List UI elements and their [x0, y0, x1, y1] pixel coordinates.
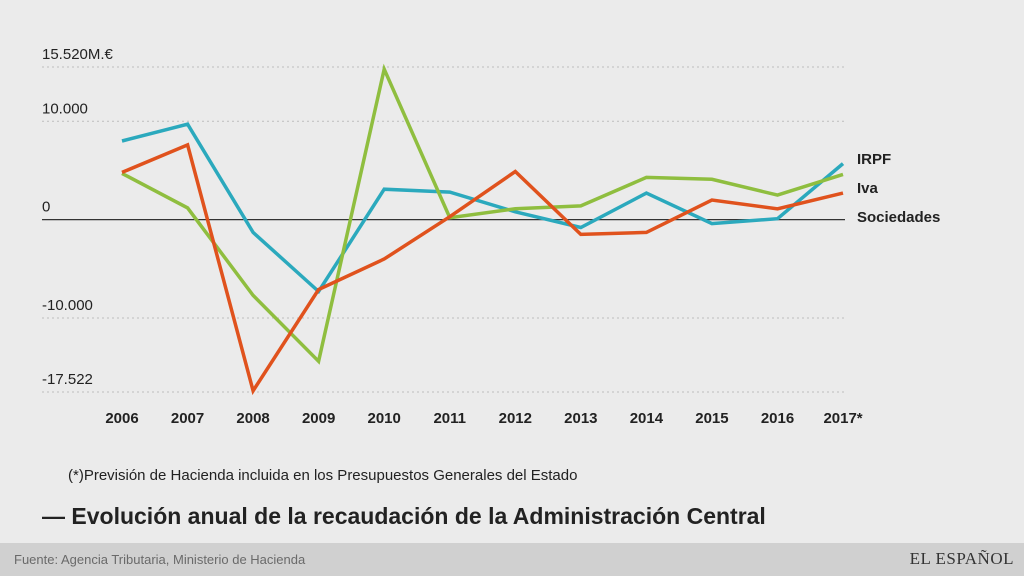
- x-tick-label: 2007: [171, 410, 204, 427]
- y-axis-ticks: 15.520M.€ 10.000 0 -10.000 -17.522: [42, 46, 114, 388]
- x-tick-label: 2017*: [823, 410, 862, 427]
- series-label-sociedades: Sociedades: [857, 209, 940, 226]
- x-tick-label: 2016: [761, 410, 794, 427]
- series-labels: IRPF Iva Sociedades: [857, 151, 940, 226]
- x-tick-label: 2013: [564, 410, 597, 427]
- x-tick-label: 2014: [630, 410, 664, 427]
- x-tick-label: 2006: [105, 410, 138, 427]
- x-tick-label: 2008: [236, 410, 269, 427]
- y-tick-label: 0: [42, 199, 50, 216]
- chart-title: — Evolución anual de la recaudación de l…: [42, 503, 766, 529]
- x-tick-label: 2011: [433, 410, 466, 427]
- y-tick-label: 10.000: [42, 100, 88, 117]
- series-lines: [121, 63, 845, 396]
- series-label-irpf: IRPF: [857, 151, 891, 168]
- x-tick-label: 2012: [499, 410, 532, 427]
- footer-bar: Fuente: Agencia Tributaria, Ministerio d…: [0, 543, 1024, 576]
- source-text: Fuente: Agencia Tributaria, Ministerio d…: [14, 552, 306, 567]
- y-tick-label: 15.520M.€: [42, 46, 114, 63]
- series-line-sociedades: [121, 142, 844, 396]
- brand-logo: EL ESPAÑOL: [909, 549, 1014, 568]
- grid-lines: [42, 66, 845, 393]
- chart-footnote: (*)Previsión de Hacienda incluida en los…: [68, 467, 578, 484]
- y-tick-label: -10.000: [42, 297, 93, 314]
- series-line-irpf: [121, 122, 845, 295]
- series-label-iva: Iva: [857, 180, 879, 197]
- series-line-iva: [121, 63, 844, 365]
- x-tick-label: 2010: [368, 410, 401, 427]
- x-axis-ticks: 2006 2007 2008 2009 2010 2011 2012 2013 2014 2015…: [105, 410, 862, 427]
- x-tick-label: 2015: [695, 410, 728, 427]
- y-tick-label: -17.522: [42, 371, 93, 388]
- x-tick-label: 2009: [302, 410, 335, 427]
